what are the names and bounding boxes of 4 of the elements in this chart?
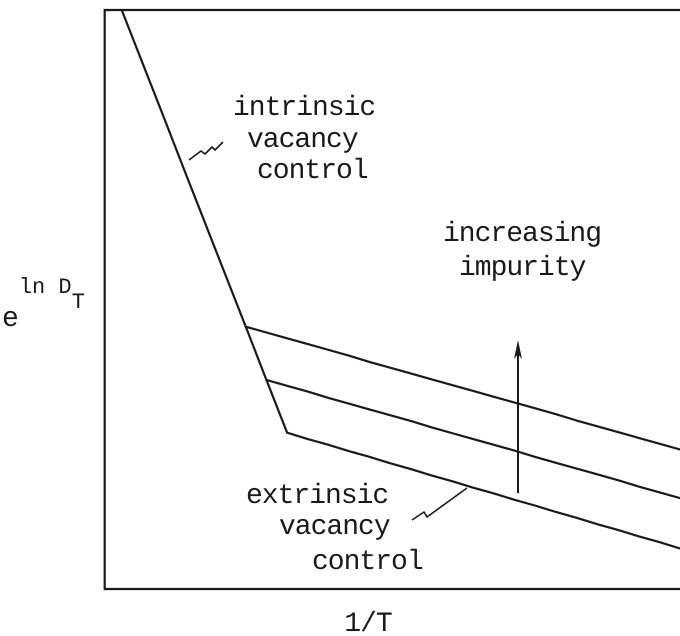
annotation: increasing impurity xyxy=(443,219,602,284)
x-axis-title: 1/T xyxy=(344,609,392,636)
annotation: intrinsic vacancy control xyxy=(233,93,376,187)
annotation: extrinsic vacancy control xyxy=(246,481,423,578)
